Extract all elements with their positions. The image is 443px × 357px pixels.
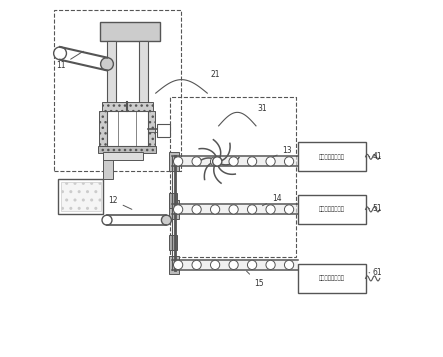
Bar [54,10,181,171]
Text: 鸡鸭饲料生产装置: 鸡鸭饲料生产装置 [319,207,345,212]
Bar [99,111,107,146]
Circle shape [266,205,275,214]
Bar [169,256,179,274]
Text: 21: 21 [210,70,220,79]
Bar [157,124,170,136]
Text: 鱼虾饲料生产装置: 鱼虾饲料生产装置 [319,154,345,160]
Circle shape [284,157,294,166]
Bar [169,235,177,250]
Circle shape [248,205,256,214]
Circle shape [266,157,275,166]
Circle shape [284,260,294,270]
Circle shape [248,260,256,270]
Bar [103,160,113,179]
Bar [169,200,179,219]
Bar [148,111,155,146]
Circle shape [101,57,113,70]
Circle shape [266,260,275,270]
Text: 31: 31 [257,104,267,113]
Bar [169,152,179,171]
Circle shape [174,205,183,214]
Text: 13: 13 [273,146,292,157]
Bar [61,182,101,211]
Circle shape [284,205,294,214]
Text: 有机肥料生成装置: 有机肥料生成装置 [319,276,345,281]
Text: 61: 61 [369,268,382,277]
Circle shape [174,260,183,270]
Circle shape [102,215,112,225]
Circle shape [161,215,171,225]
Text: 15: 15 [247,271,264,288]
Circle shape [174,157,183,166]
Bar [170,97,296,257]
Circle shape [229,205,238,214]
Bar [58,179,103,214]
Circle shape [213,157,222,166]
Circle shape [54,47,66,60]
Circle shape [210,157,220,166]
Bar [100,22,159,41]
Circle shape [210,205,220,214]
Bar [103,152,143,160]
Text: 41: 41 [369,152,382,161]
Bar [298,142,365,171]
Bar [298,264,365,293]
Circle shape [192,157,201,166]
Bar [102,102,153,111]
Text: 12: 12 [108,196,132,209]
Circle shape [229,260,238,270]
Bar [139,41,148,104]
Circle shape [192,260,201,270]
Bar [169,193,177,208]
Text: 14: 14 [262,194,281,206]
Circle shape [210,260,220,270]
Circle shape [192,205,201,214]
Text: 51: 51 [369,204,382,213]
Bar [98,146,156,153]
Circle shape [229,157,238,166]
Bar [107,41,116,104]
Bar [107,111,148,146]
Text: 11: 11 [56,51,83,70]
Bar [298,195,365,224]
Circle shape [248,157,256,166]
